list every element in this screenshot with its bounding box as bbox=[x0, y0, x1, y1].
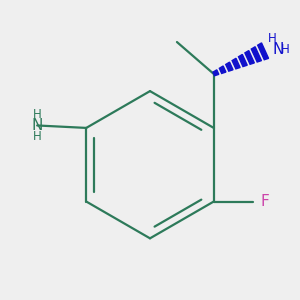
Polygon shape bbox=[238, 54, 247, 67]
Text: H: H bbox=[33, 130, 42, 143]
Polygon shape bbox=[232, 58, 240, 69]
Polygon shape bbox=[226, 62, 233, 71]
Polygon shape bbox=[251, 47, 261, 62]
Text: H: H bbox=[268, 32, 277, 45]
Polygon shape bbox=[213, 70, 219, 76]
Text: H: H bbox=[280, 43, 289, 56]
Text: N: N bbox=[273, 42, 284, 57]
Polygon shape bbox=[258, 43, 268, 60]
Text: H: H bbox=[33, 108, 42, 121]
Polygon shape bbox=[219, 66, 226, 74]
Text: N: N bbox=[32, 118, 43, 133]
Polygon shape bbox=[245, 51, 254, 64]
Text: F: F bbox=[260, 194, 269, 209]
